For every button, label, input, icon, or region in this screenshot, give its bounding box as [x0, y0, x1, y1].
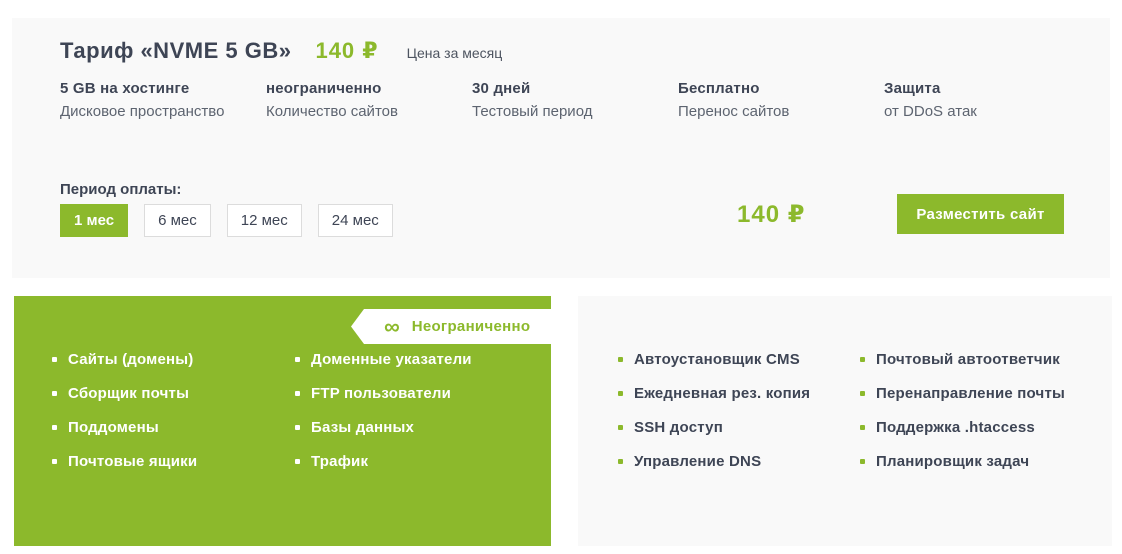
- infinity-icon: ∞: [384, 313, 400, 339]
- list-item-label: Планировщик задач: [876, 452, 1030, 470]
- list-item: Сборщик почты: [52, 376, 295, 410]
- list-item-label: Доменные указатели: [311, 350, 472, 368]
- list-item-label: SSH доступ: [634, 418, 723, 436]
- list-item-label: Перенаправление почты: [876, 384, 1065, 402]
- list-item-label: Почтовый автоответчик: [876, 350, 1060, 368]
- square-bullet-icon: [860, 424, 865, 430]
- included-list-column-1: Автоустановщик CMS Ежедневная рез. копия…: [618, 342, 860, 478]
- list-item: FTP пользователи: [295, 376, 472, 410]
- list-item-label: FTP пользователи: [311, 384, 452, 402]
- features-row: 5 GB на хостинге Дисковое пространство н…: [60, 80, 1090, 120]
- monthly-price: 140 ₽: [315, 38, 379, 63]
- square-bullet-icon: [295, 356, 300, 362]
- unlimited-list-column-2: Доменные указатели FTP пользователи Базы…: [295, 342, 472, 478]
- list-item: Базы данных: [295, 410, 472, 444]
- included-list: Автоустановщик CMS Ежедневная рез. копия…: [618, 342, 1065, 478]
- feature-sites-count: неограниченно Количество сайтов: [266, 80, 472, 120]
- period-option-24-months[interactable]: 24 мес: [317, 204, 393, 237]
- feature-site-transfer: Бесплатно Перенос сайтов: [678, 80, 884, 120]
- list-item-label: Трафик: [311, 452, 369, 470]
- feature-label: Перенос сайтов: [678, 103, 790, 120]
- feature-value: неограниченно: [266, 80, 382, 97]
- feature-label: от DDoS атак: [884, 103, 977, 120]
- square-bullet-icon: [52, 356, 57, 362]
- list-item-label: Автоустановщик CMS: [634, 350, 800, 368]
- tariff-card: Тариф «NVME 5 GB» 140 ₽ Цена за месяц 5 …: [12, 18, 1110, 278]
- square-bullet-icon: [618, 424, 623, 430]
- payment-period-label: Период оплаты:: [60, 181, 182, 198]
- total-price: 140 ₽: [737, 201, 806, 228]
- square-bullet-icon: [618, 390, 623, 396]
- list-item: Почтовый автоответчик: [860, 342, 1065, 376]
- list-item-label: Базы данных: [311, 418, 415, 436]
- square-bullet-icon: [860, 458, 865, 464]
- list-item-label: Сборщик почты: [68, 384, 190, 402]
- unlimited-list-column-1: Сайты (домены) Сборщик почты Поддомены П…: [52, 342, 295, 478]
- list-item: Перенаправление почты: [860, 376, 1065, 410]
- list-item-label: Управление DNS: [634, 452, 762, 470]
- period-option-6-months[interactable]: 6 мес: [144, 204, 211, 237]
- feature-value: 5 GB на хостинге: [60, 80, 190, 97]
- unlimited-badge: ∞ Неограниченно: [351, 309, 551, 344]
- list-item: Поддомены: [52, 410, 295, 444]
- price-caption: Цена за месяц: [406, 45, 503, 61]
- feature-disk-space: 5 GB на хостинге Дисковое пространство: [60, 80, 266, 120]
- feature-label: Количество сайтов: [266, 103, 398, 120]
- square-bullet-icon: [860, 356, 865, 362]
- list-item-label: Поддомены: [68, 418, 159, 436]
- list-item: Ежедневная рез. копия: [618, 376, 860, 410]
- square-bullet-icon: [52, 458, 57, 464]
- square-bullet-icon: [295, 390, 300, 396]
- payment-period-selector: 1 мес 6 мес 12 мес 24 мес: [60, 204, 409, 237]
- feature-ddos-protection: Защита от DDoS атак: [884, 80, 1090, 120]
- list-item: Планировщик задач: [860, 444, 1065, 478]
- included-features-panel: Автоустановщик CMS Ежедневная рез. копия…: [578, 296, 1112, 546]
- page-title: Тариф «NVME 5 GB»: [60, 38, 292, 63]
- feature-value: Защита: [884, 80, 941, 97]
- list-item: Сайты (домены): [52, 342, 295, 376]
- square-bullet-icon: [860, 390, 865, 396]
- unlimited-panel: ∞ Неограниченно Сайты (домены) Сборщик п…: [14, 296, 551, 546]
- list-item: SSH доступ: [618, 410, 860, 444]
- list-item: Почтовые ящики: [52, 444, 295, 478]
- list-item-label: Поддержка .htaccess: [876, 418, 1035, 436]
- period-option-1-month[interactable]: 1 мес: [60, 204, 129, 237]
- square-bullet-icon: [618, 458, 623, 464]
- list-item-label: Почтовые ящики: [68, 452, 198, 470]
- list-item: Трафик: [295, 444, 472, 478]
- unlimited-badge-label: Неограниченно: [411, 318, 531, 335]
- period-option-12-months[interactable]: 12 мес: [226, 204, 302, 237]
- square-bullet-icon: [295, 458, 300, 464]
- square-bullet-icon: [52, 424, 57, 430]
- place-site-button[interactable]: Разместить сайт: [897, 194, 1064, 234]
- unlimited-list: Сайты (домены) Сборщик почты Поддомены П…: [52, 342, 472, 478]
- feature-label: Тестовый период: [472, 103, 593, 120]
- list-item: Поддержка .htaccess: [860, 410, 1065, 444]
- feature-label: Дисковое пространство: [60, 103, 225, 120]
- square-bullet-icon: [295, 424, 300, 430]
- square-bullet-icon: [618, 356, 623, 362]
- list-item: Управление DNS: [618, 444, 860, 478]
- list-item: Автоустановщик CMS: [618, 342, 860, 376]
- tariff-header: Тариф «NVME 5 GB» 140 ₽ Цена за месяц: [60, 38, 502, 64]
- list-item-label: Ежедневная рез. копия: [634, 384, 811, 402]
- feature-value: 30 дней: [472, 80, 531, 97]
- list-item: Доменные указатели: [295, 342, 472, 376]
- feature-trial-period: 30 дней Тестовый период: [472, 80, 678, 120]
- list-item-label: Сайты (домены): [68, 350, 194, 368]
- square-bullet-icon: [52, 390, 57, 396]
- included-list-column-2: Почтовый автоответчик Перенаправление по…: [860, 342, 1065, 478]
- feature-value: Бесплатно: [678, 80, 760, 97]
